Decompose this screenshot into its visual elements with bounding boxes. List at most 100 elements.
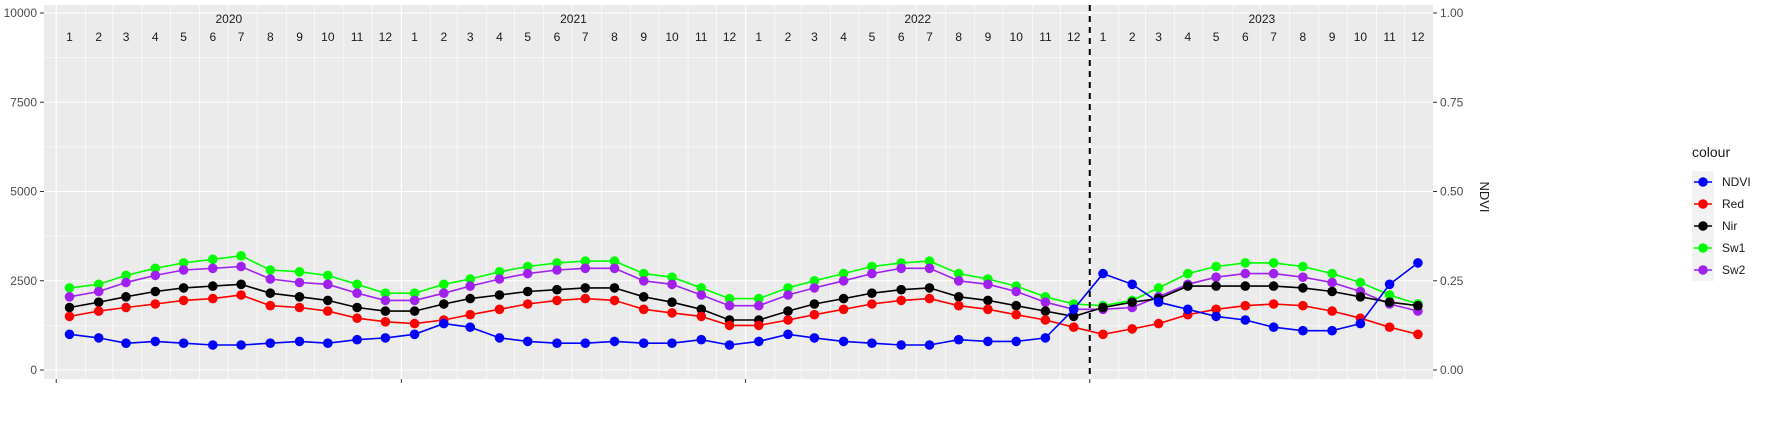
point-ndvi — [809, 333, 820, 343]
point-ndvi — [1298, 325, 1308, 336]
point-ndvi — [667, 338, 677, 349]
point-red — [294, 302, 305, 313]
point-red — [1127, 324, 1137, 334]
point-sw2 — [1268, 268, 1279, 279]
point-sw2 — [178, 265, 189, 275]
month-label: 11 — [1383, 30, 1396, 44]
point-red — [1268, 299, 1279, 309]
point-sw1 — [522, 261, 533, 272]
point-sw2 — [439, 288, 449, 299]
point-ndvi — [352, 334, 362, 345]
month-label: 4 — [496, 30, 503, 44]
month-label: 9 — [985, 30, 992, 44]
point-sw2 — [409, 295, 420, 306]
point-ndvi — [552, 338, 562, 349]
month-label: 1 — [755, 30, 762, 44]
point-red — [896, 295, 906, 306]
month-label: 1 — [66, 30, 73, 44]
point-nir — [696, 304, 707, 315]
point-nir — [1268, 281, 1279, 291]
point-sw1 — [1153, 283, 1164, 293]
legend-label: Nir — [1722, 219, 1737, 233]
point-sw1 — [93, 279, 104, 290]
point-ndvi — [1127, 279, 1137, 290]
point-sw1 — [208, 254, 218, 265]
point-ndvi — [294, 336, 305, 347]
y2-tick-label: 0.75 — [1440, 95, 1464, 109]
month-label: 1 — [411, 30, 418, 44]
point-nir — [178, 283, 189, 293]
point-sw2 — [1240, 268, 1251, 279]
point-red — [1068, 322, 1079, 333]
point-red — [924, 293, 935, 304]
y2-tick-label: 0.25 — [1440, 274, 1464, 288]
point-ndvi — [1240, 315, 1251, 325]
month-label: 4 — [1184, 30, 1191, 44]
point-ndvi — [724, 340, 735, 350]
point-sw2 — [208, 263, 218, 274]
month-label: 5 — [1213, 30, 1220, 44]
point-nir — [409, 306, 420, 316]
point-red — [667, 308, 677, 318]
point-sw1 — [1384, 290, 1395, 300]
month-label: 8 — [267, 30, 274, 44]
point-sw2 — [1211, 272, 1221, 283]
point-nir — [265, 288, 276, 299]
point-red — [867, 299, 877, 309]
point-red — [783, 315, 793, 325]
month-label: 4 — [152, 30, 159, 44]
point-red — [1384, 322, 1395, 333]
point-ndvi — [409, 329, 420, 340]
point-sw2 — [352, 288, 362, 299]
month-label: 6 — [209, 30, 216, 44]
point-sw1 — [552, 258, 562, 268]
point-ndvi — [1153, 297, 1164, 308]
month-label: 7 — [582, 30, 589, 44]
point-sw2 — [465, 281, 476, 291]
month-label: 5 — [524, 30, 531, 44]
point-red — [809, 309, 820, 320]
legend-key-point — [1698, 265, 1708, 275]
point-red — [64, 311, 75, 322]
point-nir — [667, 297, 677, 308]
point-sw1 — [783, 283, 793, 293]
point-sw2 — [867, 268, 877, 279]
point-sw1 — [580, 256, 591, 266]
y-tick-label: 10000 — [4, 6, 38, 20]
point-sw1 — [1298, 261, 1308, 272]
point-nir — [494, 290, 505, 300]
point-sw1 — [609, 256, 620, 266]
series-line-sw1 — [69, 254, 1419, 307]
point-sw1 — [1211, 261, 1221, 272]
point-red — [208, 293, 218, 304]
point-ndvi — [380, 333, 391, 343]
point-sw2 — [1011, 286, 1021, 297]
point-ndvi — [867, 338, 877, 349]
year-label: 2020 — [215, 12, 242, 26]
point-red — [983, 304, 993, 315]
point-sw2 — [93, 286, 104, 297]
point-nir — [150, 286, 161, 297]
point-ndvi — [1268, 322, 1279, 333]
month-label: 10 — [665, 30, 679, 44]
point-nir — [896, 284, 906, 295]
series-line-sw2 — [69, 265, 1419, 312]
point-red — [494, 304, 505, 315]
legend-label: NDVI — [1722, 175, 1751, 189]
point-sw2 — [783, 290, 793, 300]
point-ndvi — [64, 329, 75, 340]
point-ndvi — [638, 338, 649, 349]
point-ndvi — [1327, 325, 1337, 336]
month-label: 8 — [1300, 30, 1307, 44]
point-ndvi — [1068, 304, 1079, 315]
point-ndvi — [208, 340, 218, 350]
point-red — [696, 311, 707, 322]
point-nir — [867, 288, 877, 299]
point-red — [1413, 329, 1423, 340]
point-red — [1011, 309, 1021, 320]
point-sw2 — [494, 274, 505, 284]
point-red — [93, 306, 104, 316]
legend-key-point — [1698, 221, 1708, 231]
y-tick-label: 2500 — [10, 274, 37, 288]
point-red — [465, 309, 476, 320]
